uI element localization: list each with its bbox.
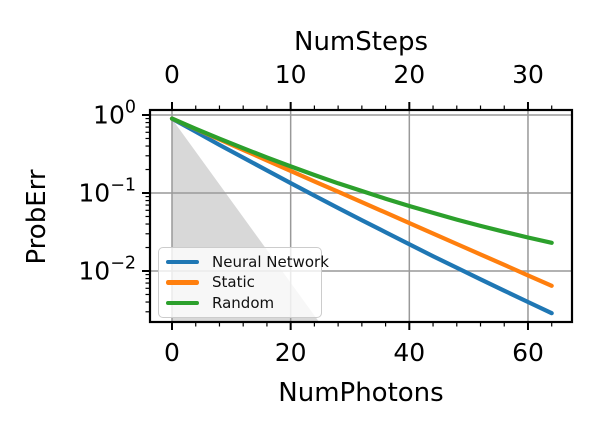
x-tick-label: 60 — [512, 338, 544, 367]
legend-entry-random: Random — [166, 293, 315, 313]
y-axis-label: ProbErr — [22, 169, 52, 265]
top-axis-label: NumSteps — [294, 27, 428, 57]
top-tick-label: 30 — [512, 60, 544, 89]
legend-label: Neural Network — [212, 253, 329, 272]
y-tick-label: 10−1 — [78, 176, 136, 208]
y-tick-label: 100 — [93, 98, 136, 130]
legend-swatch-static — [166, 280, 199, 285]
top-tick-label: 0 — [164, 60, 180, 89]
legend-swatch-neural-network — [166, 259, 199, 265]
legend-label: Random — [212, 293, 275, 312]
series-line-neural-network — [169, 116, 554, 316]
x-axis-label: NumPhotons — [278, 378, 444, 408]
x-tick-label: 0 — [164, 338, 180, 367]
top-tick-label: 10 — [275, 60, 307, 89]
series-line-random — [169, 116, 554, 245]
x-tick-label: 40 — [393, 338, 425, 367]
y-tick-label: 10−2 — [78, 254, 136, 286]
top-tick-label: 20 — [393, 60, 425, 89]
legend-swatch-random — [166, 300, 199, 306]
legend-entry-static: Static — [166, 272, 315, 292]
legend-label: Static — [212, 273, 255, 292]
legend: Neural Network Static Random — [158, 247, 329, 318]
legend-entry-neural-network: Neural Network — [166, 252, 329, 272]
x-tick-label: 20 — [275, 338, 307, 367]
